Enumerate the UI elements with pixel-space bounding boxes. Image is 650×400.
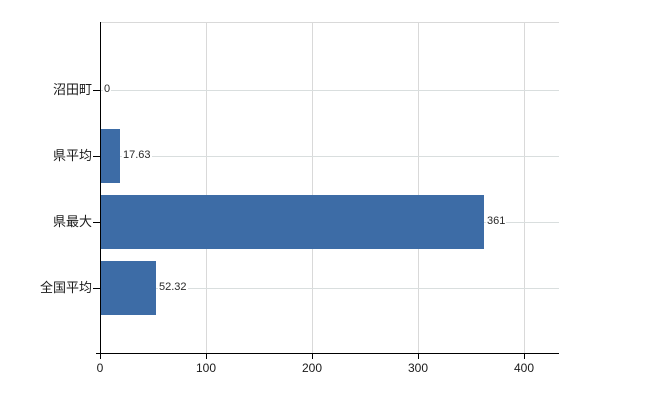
value-label: 17.63 — [122, 149, 152, 162]
x-axis-tick — [206, 354, 207, 359]
bar — [101, 129, 120, 183]
value-label: 52.32 — [158, 281, 188, 294]
value-label: 0 — [103, 83, 112, 96]
value-label: 361 — [486, 215, 507, 228]
row-gridline — [100, 156, 559, 157]
x-tick-label: 300 — [407, 361, 429, 375]
x-axis-tick — [312, 354, 313, 359]
vertical-gridline — [206, 22, 207, 353]
x-tick-label: 400 — [513, 361, 535, 375]
x-tick-label: 100 — [195, 361, 217, 375]
x-tick-label: 0 — [96, 361, 104, 375]
vertical-gridline — [312, 22, 313, 353]
bar — [101, 195, 484, 249]
x-axis-tick — [418, 354, 419, 359]
x-axis-tick — [524, 354, 525, 359]
y-axis-tick — [93, 156, 100, 157]
category-label: 全国平均 — [39, 280, 92, 295]
category-label: 沼田町 — [52, 82, 92, 97]
vertical-gridline — [418, 22, 419, 353]
row-gridline — [100, 90, 559, 91]
category-label: 県平均 — [52, 148, 92, 163]
x-axis-line — [96, 353, 559, 354]
bar — [101, 261, 156, 315]
y-axis-line — [100, 22, 101, 354]
plot-top-border — [100, 22, 559, 23]
vertical-gridline — [524, 22, 525, 353]
y-axis-tick — [93, 222, 100, 223]
x-tick-label: 200 — [301, 361, 323, 375]
x-axis-tick — [100, 354, 101, 359]
row-gridline — [100, 288, 559, 289]
category-label: 県最大 — [52, 214, 92, 229]
y-axis-tick — [93, 90, 100, 91]
y-axis-tick — [93, 288, 100, 289]
